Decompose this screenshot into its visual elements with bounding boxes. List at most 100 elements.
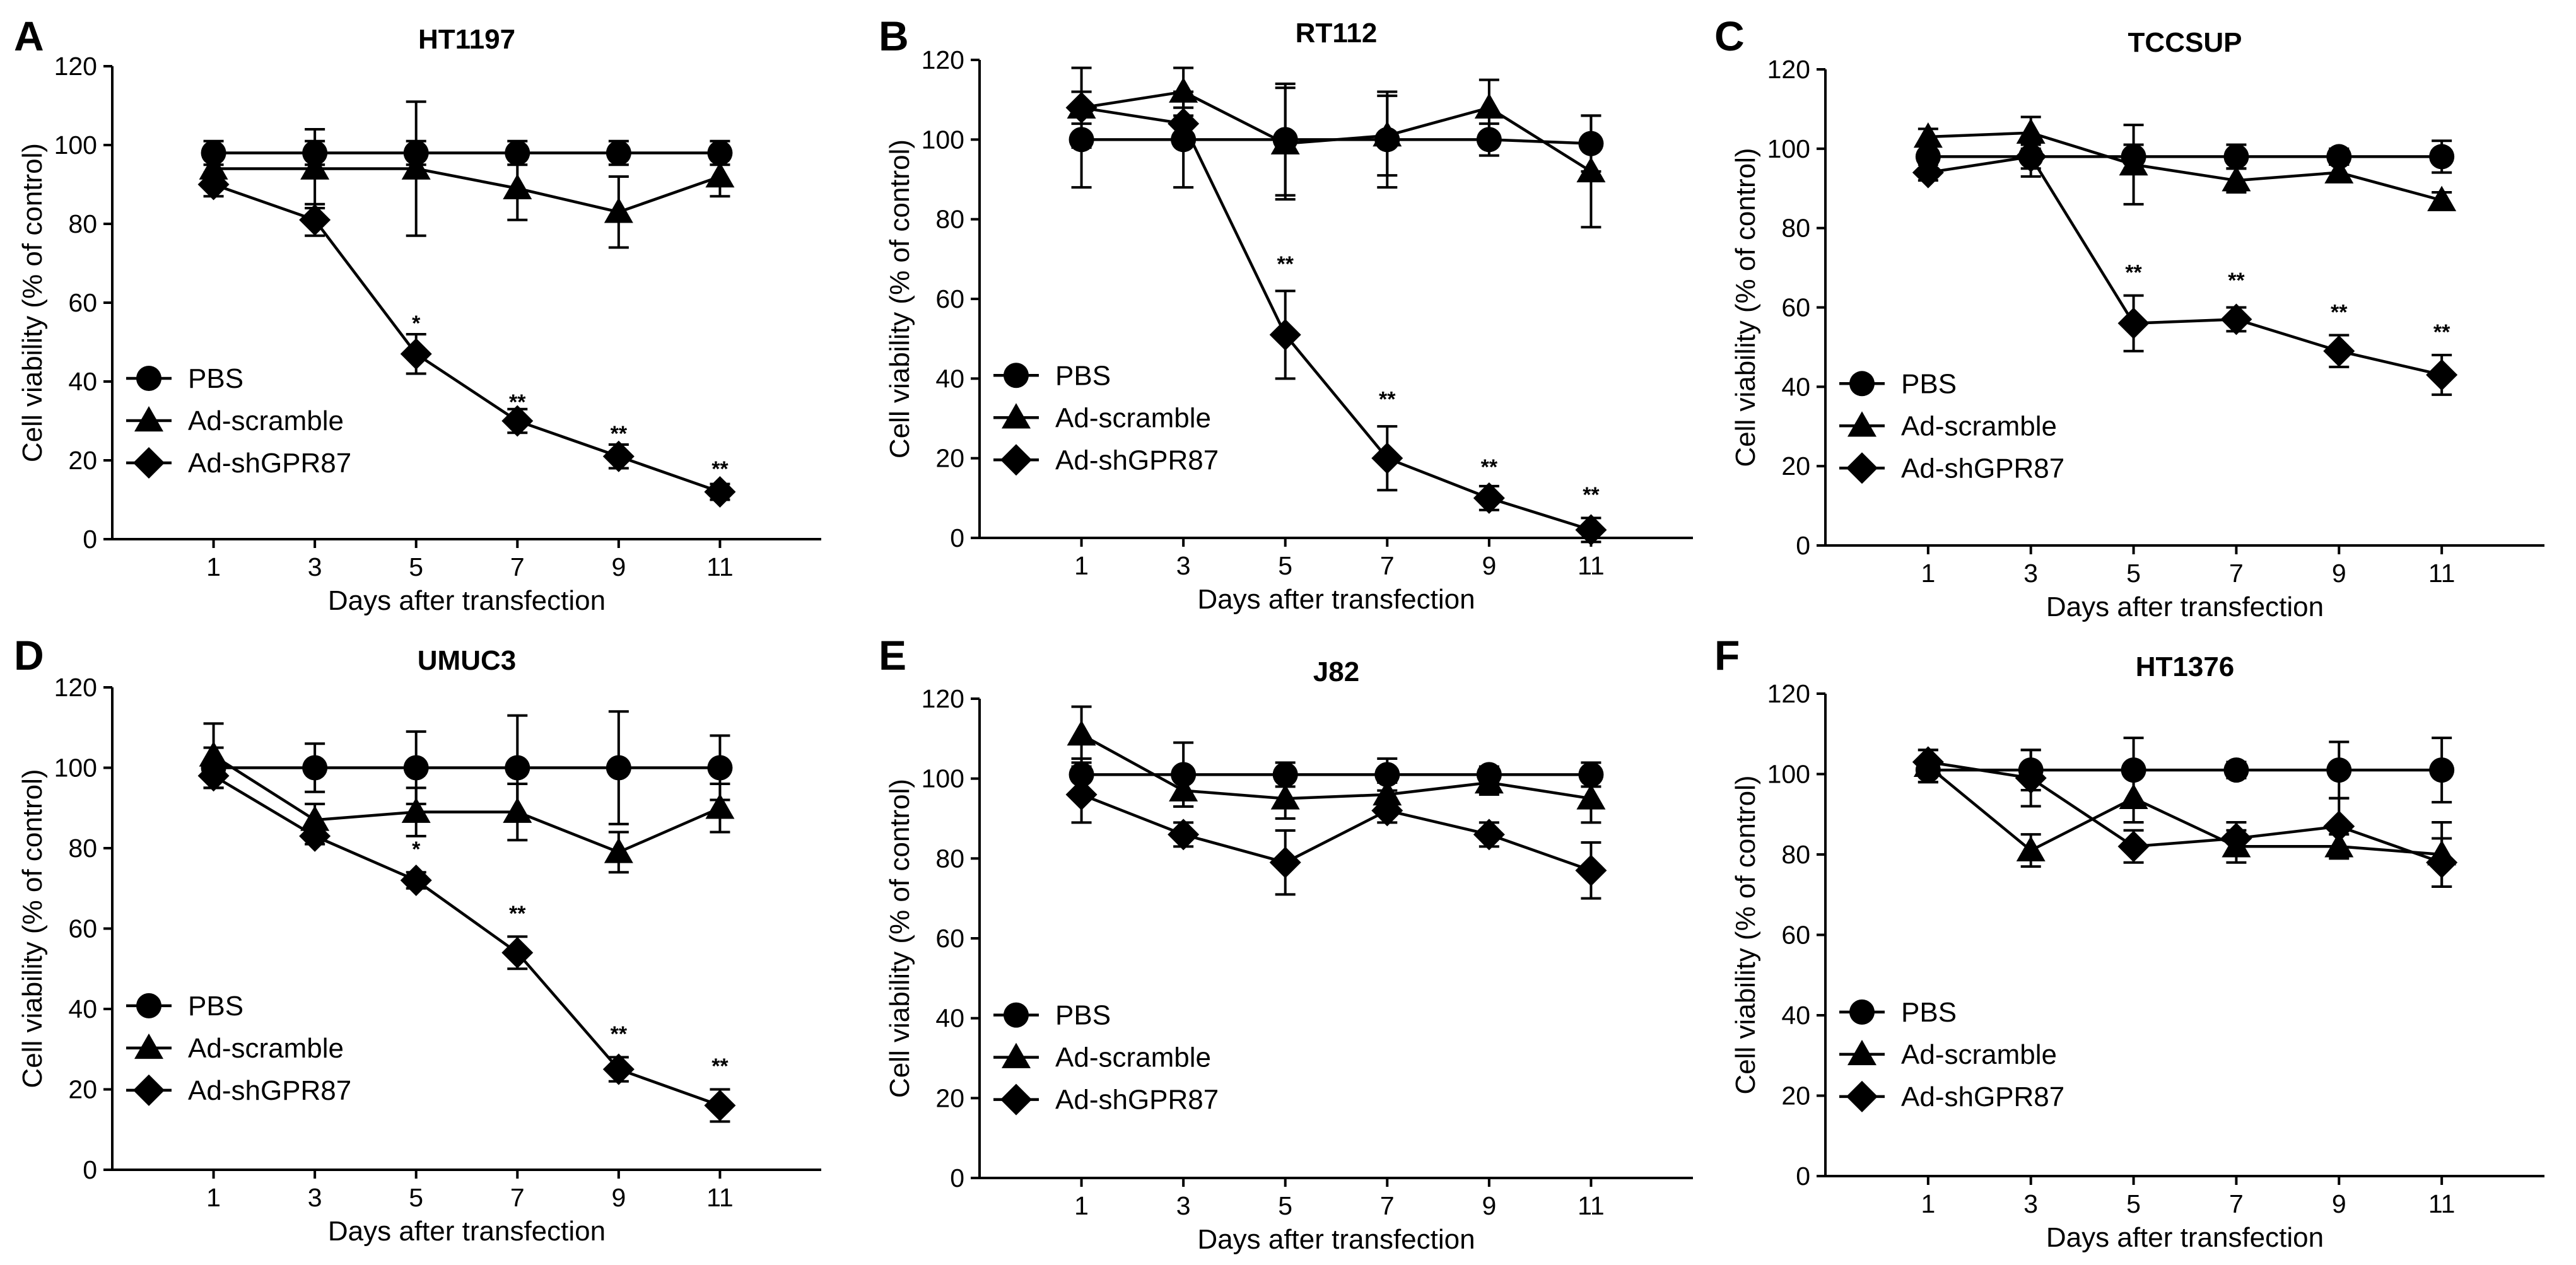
data-point <box>707 755 733 781</box>
y-tick-label: 120 <box>922 45 964 74</box>
series-ad-scramble <box>199 722 735 874</box>
data-point <box>1575 514 1607 546</box>
legend-label: Ad-shGPR87 <box>188 448 351 479</box>
series-line <box>1081 90 1592 173</box>
panel-letter: B <box>879 13 909 59</box>
data-point <box>1912 156 1944 189</box>
data-point <box>2429 144 2455 170</box>
data-point <box>302 755 328 781</box>
legend-entry: Ad-scramble <box>993 402 1211 433</box>
data-point <box>2117 831 2150 863</box>
legend-entry: PBS <box>1839 997 1957 1028</box>
data-point <box>2117 307 2150 339</box>
data-point <box>705 162 735 188</box>
significance-label: ** <box>711 1054 729 1078</box>
panel-title: UMUC3 <box>418 645 516 676</box>
data-point <box>2326 757 2352 783</box>
data-point <box>2119 150 2148 176</box>
x-tick-label: 1 <box>1921 559 1935 588</box>
significance-label: ** <box>2433 320 2450 344</box>
legend-label: Ad-scramble <box>188 1033 344 1064</box>
panel-a: A HT1197 0 20 40 60 80 100 120 1 3 5 7 9 11 Days after … <box>14 13 821 616</box>
panel-title: HT1376 <box>2136 651 2235 682</box>
y-axis-label: Cell viability (% of control) <box>884 779 915 1098</box>
x-tick-label: 9 <box>611 552 626 581</box>
series-line <box>1928 761 2442 864</box>
legend-entry: Ad-scramble <box>1839 1039 2057 1070</box>
y-tick-label: 40 <box>935 364 964 393</box>
series-line <box>213 774 721 1107</box>
data-point <box>2220 822 2252 854</box>
y-tick-label: 40 <box>935 1004 964 1033</box>
x-tick-label: 5 <box>1278 1191 1292 1220</box>
panel-e: E J82 0 20 40 60 80 100 120 1 3 5 7 9 11 Days after tra… <box>879 632 1693 1255</box>
legend-marker <box>134 1033 163 1059</box>
data-point <box>400 338 432 370</box>
series-line <box>1928 154 2442 376</box>
significance-label: ** <box>1277 252 1294 276</box>
legend-label: PBS <box>1901 997 1957 1028</box>
series-pbs <box>201 710 733 825</box>
series-line <box>213 167 721 214</box>
legend-entry: Ad-shGPR87 <box>993 444 1219 476</box>
data-point <box>501 405 534 437</box>
legend-marker <box>133 1074 165 1106</box>
legend-marker <box>1846 452 1878 484</box>
series-line <box>1927 765 2442 856</box>
data-point <box>1473 482 1505 514</box>
series-ad-shgpr87 <box>197 760 736 1123</box>
y-tick-label: 100 <box>922 764 964 793</box>
panel-d: D UMUC3 0 20 40 60 80 100 120 1 3 5 7 9 11 Days after t… <box>14 632 821 1247</box>
data-point <box>505 755 530 781</box>
data-point <box>2015 762 2047 794</box>
panel-letter: D <box>14 632 44 679</box>
series-ad-shgpr87 <box>197 168 736 508</box>
data-point <box>1065 779 1098 810</box>
x-tick-label: 9 <box>1482 1191 1496 1220</box>
legend-marker <box>133 447 165 479</box>
series-line <box>1928 131 2442 202</box>
y-axis-label: Cell viability (% of control) <box>17 143 48 462</box>
data-point <box>2016 836 2046 861</box>
y-tick-label: 20 <box>68 1075 97 1104</box>
data-point <box>2222 166 2251 192</box>
data-point <box>1913 122 1943 148</box>
legend-marker <box>1000 1083 1032 1116</box>
legend-label: Ad-shGPR87 <box>1901 1081 2064 1112</box>
legend-marker <box>1847 1039 1876 1066</box>
y-axis-label: Cell viability (% of control) <box>1730 775 1761 1094</box>
y-tick-label: 60 <box>1781 921 1810 950</box>
legend-label: Ad-scramble <box>1055 402 1211 433</box>
data-point <box>1270 129 1300 154</box>
data-point <box>604 197 633 223</box>
series-ad-shgpr87 <box>1065 90 1607 546</box>
series-line <box>1080 733 1591 800</box>
x-tick-label: 1 <box>206 1183 221 1212</box>
data-point <box>299 820 331 852</box>
data-point <box>1474 768 1504 794</box>
y-tick-label: 0 <box>950 523 964 552</box>
panel-f: F HT1376 0 20 40 60 80 100 120 1 3 5 7 9 11 Days after … <box>1714 632 2544 1253</box>
legend-label: PBS <box>1901 368 1957 399</box>
data-point <box>197 760 230 792</box>
y-tick-label: 0 <box>1796 531 1810 560</box>
y-tick-label: 80 <box>1781 214 1810 243</box>
legend-entry: Ad-scramble <box>993 1042 1211 1073</box>
x-tick-label: 7 <box>2229 1189 2244 1218</box>
data-point <box>2324 158 2354 184</box>
y-tick-label: 120 <box>1767 55 1810 84</box>
legend-entry: Ad-shGPR87 <box>126 1074 351 1106</box>
x-tick-label: 5 <box>409 552 423 581</box>
x-tick-label: 3 <box>2023 559 2038 588</box>
data-point <box>1269 318 1301 351</box>
y-tick-label: 0 <box>1796 1162 1810 1191</box>
legend-label: Ad-shGPR87 <box>1055 1085 1219 1116</box>
data-point <box>1374 762 1400 788</box>
data-point <box>606 140 631 166</box>
x-axis-label: Days after transfection <box>2046 592 2324 622</box>
y-tick-label: 80 <box>935 844 964 873</box>
data-point <box>1371 795 1403 827</box>
panel-title: J82 <box>1313 656 1359 687</box>
legend-entry: Ad-shGPR87 <box>1839 452 2064 484</box>
